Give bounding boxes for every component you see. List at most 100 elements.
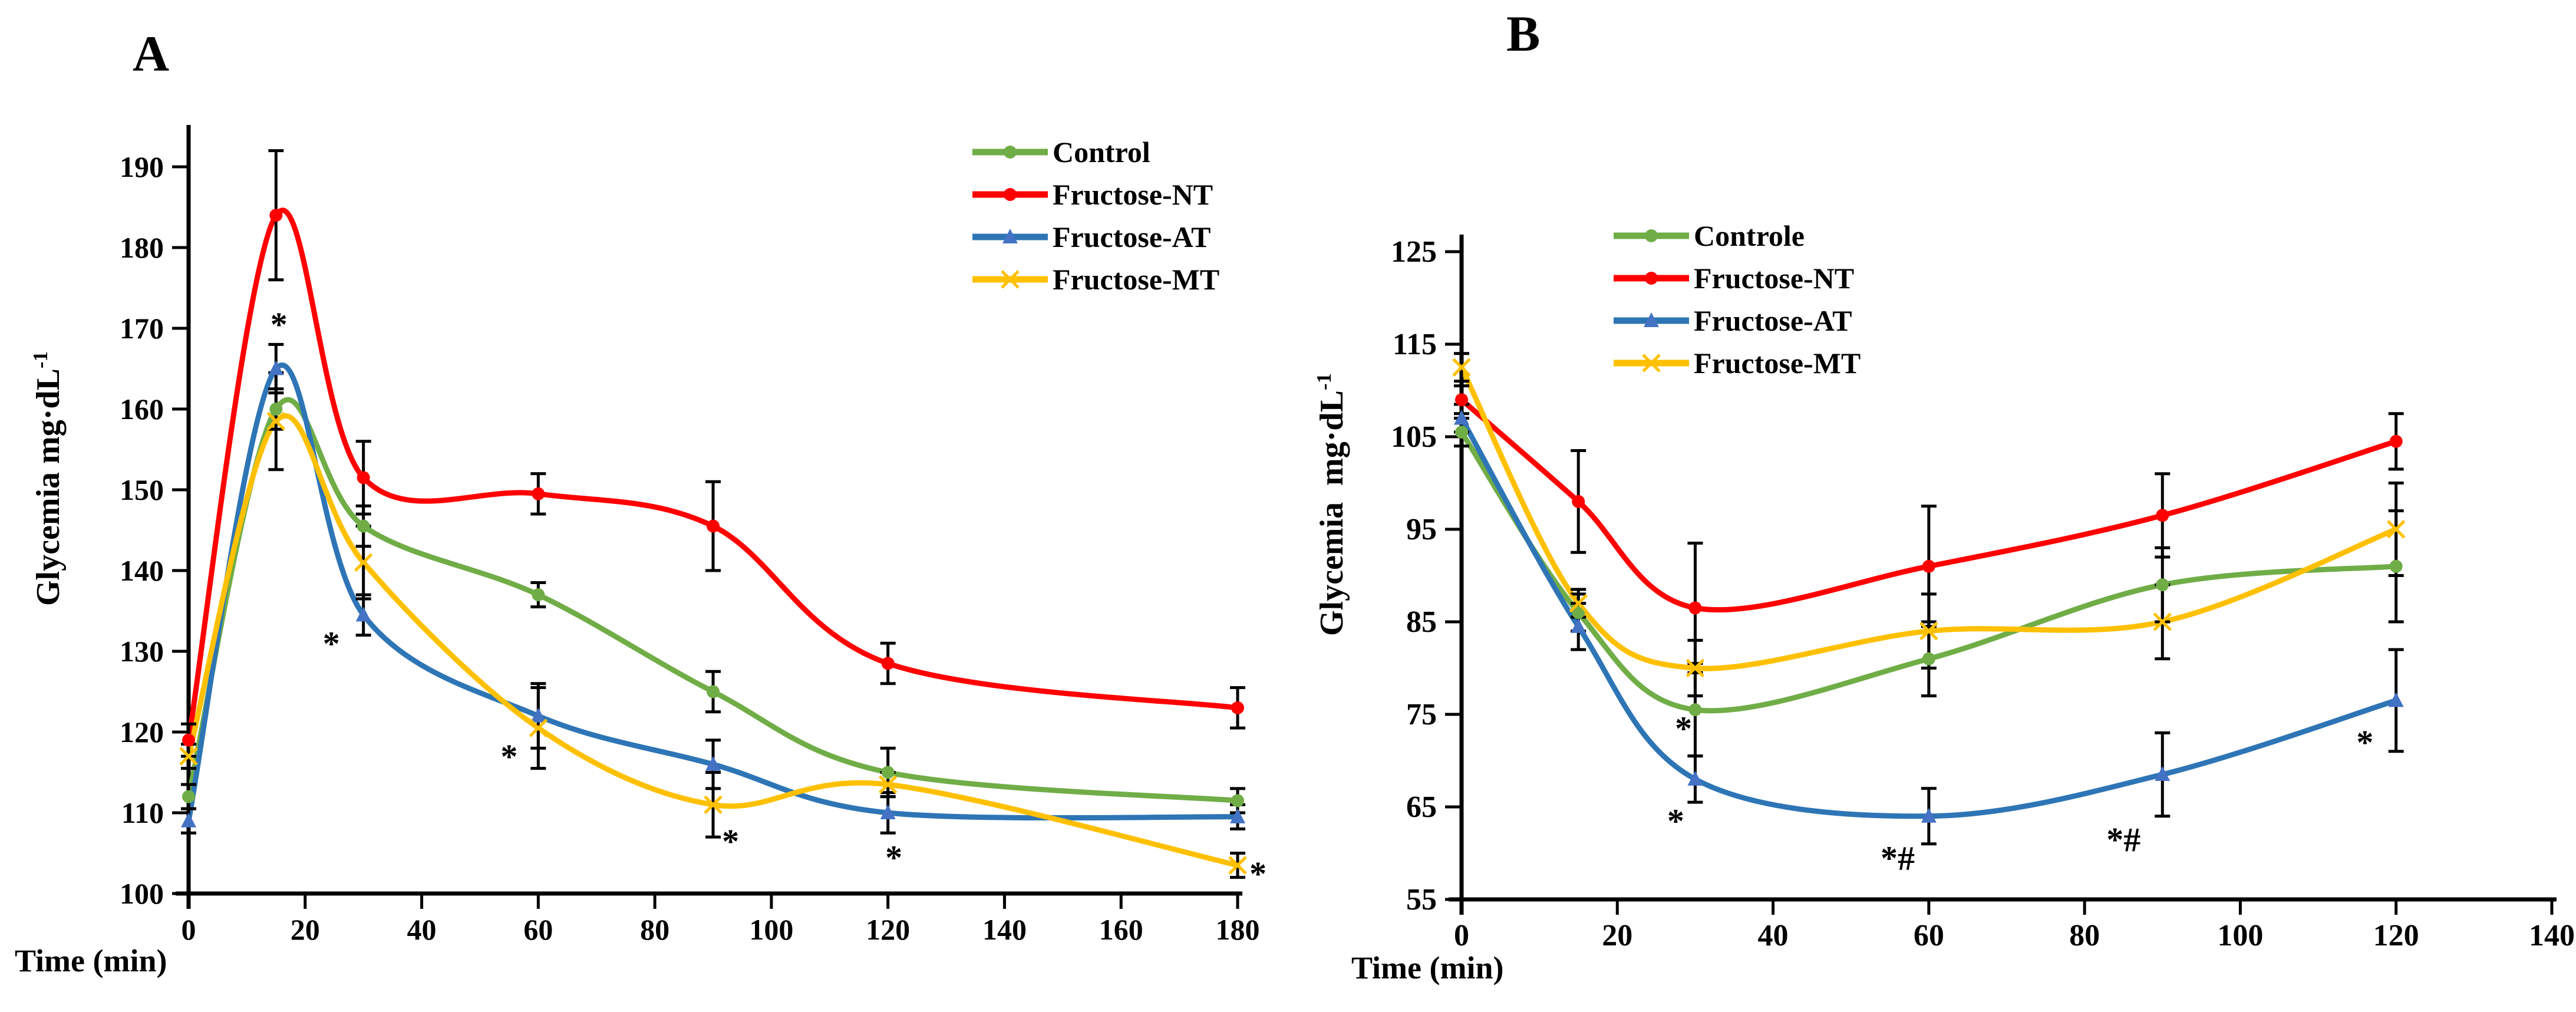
data-point-marker-triangle — [355, 606, 371, 622]
data-point-marker-x — [878, 775, 898, 794]
significance-marker: * — [1249, 855, 1266, 893]
data-point-marker-x — [1452, 358, 1471, 377]
panel-a-label: A — [133, 25, 170, 82]
y-tick-label: 110 — [121, 796, 164, 829]
data-point-marker-x — [2386, 520, 2406, 539]
x-tick-label: 60 — [1914, 919, 1944, 952]
y-tick-label: 65 — [1406, 790, 1437, 824]
data-point-marker-x — [529, 718, 548, 737]
x-tick-label: 0 — [182, 913, 196, 946]
data-point-marker-x — [1642, 354, 1661, 373]
x-tick-label: 100 — [2217, 919, 2263, 952]
legend-label: Fructose-NT — [1053, 178, 1213, 211]
data-point-marker-circle — [357, 471, 370, 484]
data-point-marker-triangle — [1230, 808, 1246, 823]
legend-item-fructose-at: Fructose-AT — [972, 220, 1211, 253]
y-tick-label: 75 — [1406, 698, 1437, 731]
legend-label: Fructose-AT — [1053, 220, 1211, 253]
data-point-marker-x — [1569, 594, 1588, 613]
significance-marker: *# — [1881, 839, 1915, 877]
data-point-marker-circle — [881, 766, 895, 779]
significance-marker: * — [2356, 723, 2373, 762]
x-tick-label: 180 — [1216, 913, 1260, 946]
x-tick-label: 140 — [2529, 919, 2575, 952]
series-curve-fructose-at — [186, 362, 1241, 824]
panel-b-label: B — [1506, 5, 1541, 62]
x-tick-label: 0 — [1454, 919, 1469, 952]
data-point-marker-x — [704, 795, 723, 815]
data-point-marker-circle — [1688, 601, 1702, 615]
data-point-marker-circle — [269, 209, 283, 222]
data-point-marker-circle — [1004, 146, 1017, 159]
legend-label: Controle — [1694, 219, 1805, 252]
data-point-marker-circle — [1922, 652, 1935, 665]
y-tick-label: 105 — [1391, 420, 1437, 454]
data-point-marker-circle — [1688, 703, 1702, 717]
series-curve-fructose-mt — [1459, 364, 2399, 671]
significance-marker: * — [1675, 710, 1692, 748]
panel-B: 55 65 75 85 95 105 115 125 0 20 40 60 80 100 120 140 Tim… — [1312, 219, 2575, 985]
y-tick-label: 95 — [1406, 513, 1437, 546]
x-axis-title: Time (min) — [15, 943, 167, 978]
legend-label: Fructose-MT — [1694, 347, 1861, 380]
data-point-marker-circle — [1455, 426, 1468, 439]
x-tick-label: 120 — [2373, 919, 2419, 952]
significance-marker: * — [1667, 802, 1684, 840]
x-tick-label: 60 — [523, 913, 553, 946]
data-point-marker-circle — [2389, 559, 2403, 573]
data-point-marker-circle — [182, 790, 195, 803]
data-point-marker-circle — [1922, 559, 1935, 573]
significance-marker: * — [323, 624, 340, 662]
data-point-marker-circle — [1645, 229, 1658, 242]
y-tick-label: 150 — [120, 473, 164, 506]
y-tick-label: 160 — [120, 393, 164, 426]
x-tick-label: 80 — [2069, 919, 2100, 952]
data-point-marker-circle — [357, 519, 370, 533]
x-tick-label: 140 — [982, 913, 1027, 946]
legend-label: Fructose-MT — [1053, 263, 1219, 296]
x-tick-label: 40 — [1758, 919, 1789, 952]
data-point-marker-triangle — [530, 707, 546, 723]
x-tick-label: 100 — [749, 913, 793, 946]
x-tick-label: 20 — [291, 913, 320, 946]
data-point-marker-x — [1228, 856, 1247, 875]
series-curve-fructose-nt — [186, 207, 1241, 743]
y-tick-label: 130 — [120, 635, 164, 668]
y-tick-label: 120 — [120, 716, 164, 749]
data-point-marker-circle — [1645, 272, 1658, 285]
significance-marker: * — [885, 838, 902, 876]
significance-marker: * — [500, 737, 517, 776]
x-axis-title: Time (min) — [1351, 950, 1503, 985]
y-tick-label: 125 — [1391, 235, 1437, 269]
data-point-marker-x — [1001, 270, 1020, 289]
legend-label: Control — [1053, 136, 1150, 169]
data-point-marker-circle — [2156, 509, 2169, 522]
data-point-marker-x — [2153, 612, 2172, 631]
y-tick-label: 100 — [120, 877, 164, 910]
data-point-marker-triangle — [1571, 618, 1587, 633]
legend-item-fructose-at: Fructose-AT — [1614, 304, 1852, 337]
legend-item-controle: Controle — [1614, 219, 1805, 252]
legend-item-fructose-nt: Fructose-NT — [1614, 262, 1854, 295]
x-tick-label: 80 — [640, 913, 669, 946]
significance-marker: *# — [2106, 820, 2140, 859]
data-point-marker-triangle — [1002, 229, 1018, 243]
data-point-marker-x — [1686, 658, 1705, 678]
data-point-marker-circle — [1572, 495, 1585, 508]
y-tick-label: 180 — [120, 231, 164, 264]
data-point-marker-triangle — [1687, 770, 1703, 786]
data-point-marker-triangle — [1644, 312, 1659, 327]
legend-label: Fructose-AT — [1694, 304, 1852, 337]
data-point-marker-triangle — [181, 812, 196, 828]
data-point-marker-triangle — [268, 360, 284, 375]
y-tick-label: 170 — [120, 312, 164, 345]
data-point-marker-x — [179, 747, 198, 766]
legend-item-fructose-mt: Fructose-MT — [972, 263, 1219, 296]
data-point-marker-circle — [1231, 794, 1245, 807]
data-point-marker-circle — [1004, 188, 1017, 201]
data-point-marker-x — [354, 553, 373, 572]
data-point-marker-triangle — [2155, 766, 2171, 782]
y-tick-label: 190 — [120, 150, 164, 183]
data-point-marker-circle — [182, 733, 195, 747]
